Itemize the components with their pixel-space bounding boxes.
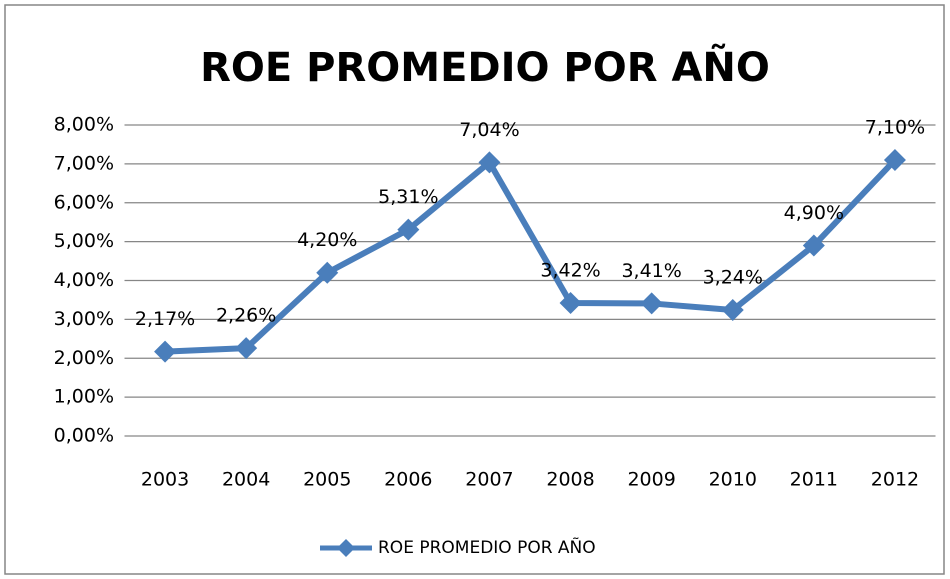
point-marker — [235, 337, 258, 360]
y-tick-label: 3,00% — [54, 308, 114, 330]
x-tick-label: 2011 — [790, 469, 838, 491]
chart-title: ROE PROMEDIO POR AÑO — [200, 43, 770, 91]
data-label: 5,31% — [378, 186, 438, 208]
data-label: 3,41% — [621, 260, 681, 282]
y-tick-label: 2,00% — [54, 347, 114, 369]
x-tick-label: 2006 — [384, 469, 432, 491]
point-marker — [883, 148, 906, 171]
x-tick-label: 2005 — [303, 469, 351, 491]
y-tick-label: 0,00% — [54, 425, 114, 447]
data-label: 2,26% — [216, 305, 276, 327]
x-tick-label: 2007 — [465, 469, 513, 491]
point-marker — [721, 299, 744, 322]
data-label: 7,04% — [459, 119, 519, 141]
x-tick-label: 2010 — [709, 469, 757, 491]
y-tick-label: 8,00% — [54, 114, 114, 136]
point-marker — [154, 340, 177, 363]
x-tick-label: 2009 — [627, 469, 675, 491]
point-marker — [802, 234, 825, 257]
x-tick-label: 2012 — [871, 469, 919, 491]
point-marker — [478, 151, 501, 174]
legend-label: ROE PROMEDIO POR AÑO — [378, 536, 596, 558]
y-tick-label: 5,00% — [54, 230, 114, 252]
data-label: 4,20% — [297, 229, 357, 251]
x-tick-label: 2003 — [141, 469, 189, 491]
data-label: 4,90% — [784, 202, 844, 224]
data-label: 2,17% — [135, 308, 195, 330]
x-tick-label: 2008 — [546, 469, 594, 491]
point-marker — [397, 218, 420, 241]
series-line — [164, 157, 898, 355]
y-tick-label: 1,00% — [54, 386, 114, 408]
data-label: 3,24% — [703, 267, 763, 289]
point-marker — [640, 292, 663, 315]
data-label: 7,10% — [865, 116, 925, 138]
y-tick-label: 7,00% — [54, 152, 114, 174]
data-label: 3,42% — [540, 260, 600, 282]
legend-marker — [337, 539, 355, 557]
point-marker — [316, 261, 339, 284]
y-tick-label: 4,00% — [54, 269, 114, 291]
y-tick-label: 6,00% — [54, 191, 114, 213]
chart-frame — [4, 4, 945, 575]
x-tick-label: 2004 — [222, 469, 270, 491]
point-marker — [559, 292, 582, 315]
